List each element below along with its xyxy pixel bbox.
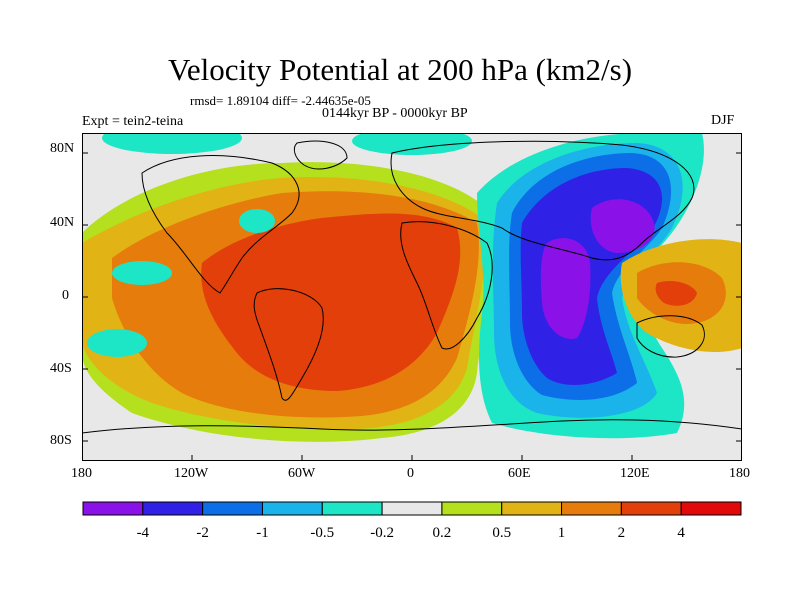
colorbar-label: 0.5: [492, 525, 511, 541]
contour-fill-layer: [82, 133, 742, 461]
lon-label-120w: 120W: [174, 466, 209, 481]
colorbar-swatch: [202, 501, 263, 516]
spot-arctic-west: [102, 133, 242, 154]
lon-label-120e: 120E: [620, 466, 650, 481]
colorbar-label: -0.2: [370, 525, 394, 541]
colorbar-swatch: [441, 501, 503, 516]
band-positive-2: [201, 213, 461, 391]
colorbar-label: 0.2: [433, 525, 452, 541]
colorbar-label: 2: [618, 525, 626, 541]
band-positive-west-pacific-2: [655, 281, 697, 306]
band-negative-4: [590, 199, 655, 253]
plot-title: Velocity Potential at 200 hPa (km2/s): [167, 52, 633, 87]
colorbar-swatch: [82, 501, 144, 516]
spot-south-pacific: [87, 329, 147, 357]
stats-subtitle: rmsd= 1.89104 diff= -2.44635e-05: [190, 93, 371, 108]
lon-label-180w: 180: [71, 466, 92, 481]
lat-label-0: 0: [62, 288, 69, 303]
colorbar-label: -1: [256, 525, 269, 541]
coast-greenland: [293, 140, 348, 170]
colorbar-swatch: [501, 501, 563, 516]
colorbar-swatch: [142, 501, 204, 516]
lat-label-40n: 40N: [50, 215, 75, 230]
lon-label-60e: 60E: [508, 466, 531, 481]
colorbar-swatch: [261, 501, 323, 516]
season-label: DJF: [711, 113, 735, 128]
colorbar-label: 4: [677, 525, 685, 541]
coast-south-america: [253, 288, 324, 401]
colorbar-label: -2: [196, 525, 209, 541]
colorbar-label: -4: [137, 525, 150, 541]
spot-arctic: [352, 133, 472, 155]
spot-east-pacific: [112, 261, 172, 285]
spot-north-atlantic: [239, 209, 275, 233]
lat-label-80s: 80S: [50, 433, 72, 448]
coastlines: [82, 140, 742, 434]
coast-antarctica: [82, 419, 742, 434]
lon-label-180e: 180: [729, 466, 750, 481]
lat-label-40s: 40S: [50, 361, 72, 376]
colorbar-label: -0.5: [310, 525, 334, 541]
colorbar-swatch: [381, 501, 443, 516]
period-subtitle: 0144kyr BP - 0000kyr BP: [322, 106, 468, 121]
colorbar-swatch: [321, 501, 383, 516]
colorbar-swatch: [620, 501, 682, 516]
coast-australia: [636, 315, 705, 358]
map-ticks: [82, 152, 742, 461]
coast-north-america: [141, 155, 300, 294]
colorbar-labels: -4 -2 -1 -0.5 -0.2 0.2 0.5 1 2 4: [137, 525, 686, 541]
coast-eurasia: [390, 140, 695, 261]
experiment-label: Expt = tein2-teina: [82, 114, 184, 129]
velocity-potential-map: [82, 133, 742, 461]
lat-label-80n: 80N: [50, 141, 75, 156]
band-negative-4-south: [540, 238, 591, 339]
colorbar-swatch: [680, 501, 742, 516]
lon-label-0: 0: [407, 466, 414, 481]
coast-africa: [400, 221, 493, 350]
colorbar: -4 -2 -1 -0.5 -0.2 0.2 0.5 1 2 4: [82, 501, 742, 541]
colorbar-swatches: [82, 501, 742, 516]
colorbar-label: 1: [558, 525, 566, 541]
colorbar-swatch: [561, 501, 622, 516]
lon-label-60w: 60W: [288, 466, 316, 481]
